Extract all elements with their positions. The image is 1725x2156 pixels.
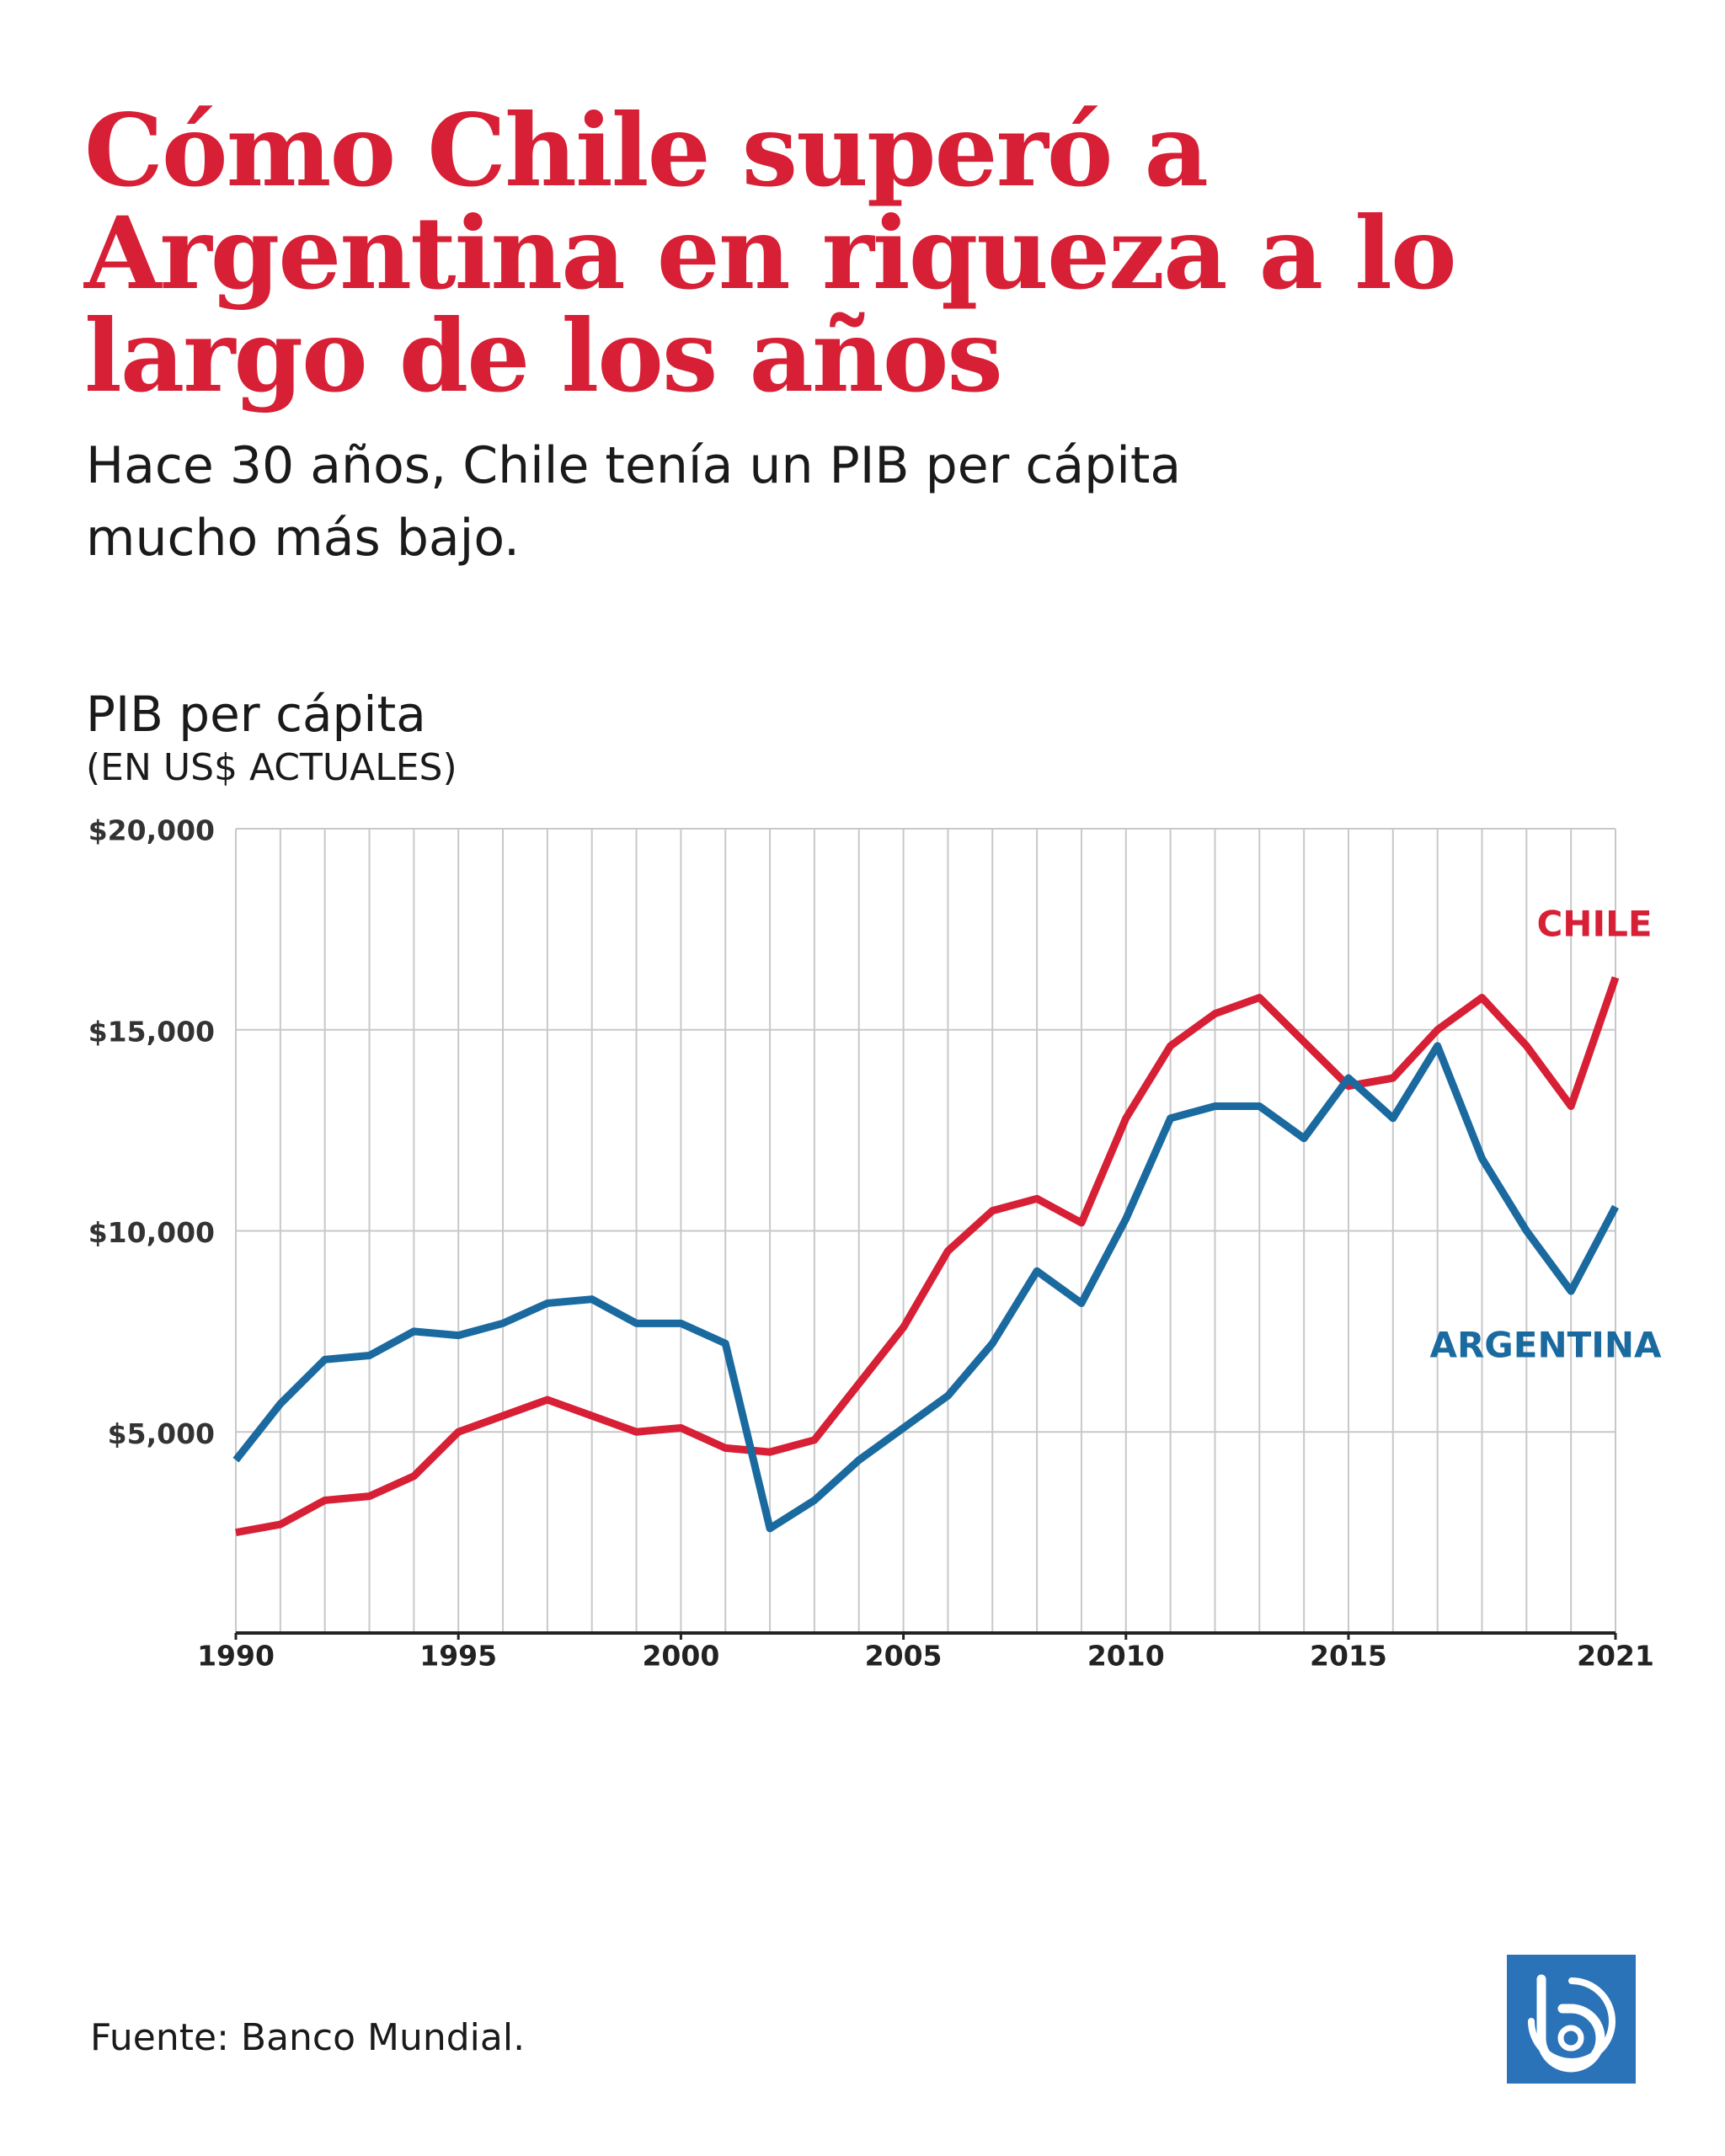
source-note: Fuente: Banco Mundial. <box>90 2016 525 2059</box>
logo-ring <box>1528 1977 1616 2065</box>
series-label: CHILE <box>1536 904 1652 945</box>
y-axis-title: PIB per cápita <box>86 686 426 743</box>
y-axis-subtitle: (EN US$ ACTUALES) <box>86 746 457 789</box>
x-tick-label: 1990 <box>197 1640 275 1673</box>
y-tick-label: $5,000 <box>108 1417 215 1450</box>
chart-subtitle: Hace 30 años, Chile tenía un PIB per cáp… <box>86 436 1182 568</box>
x-tick-label: 2021 <box>1577 1640 1654 1673</box>
logo <box>1507 1955 1636 2084</box>
series-label: ARGENTINA <box>1429 1325 1662 1366</box>
x-tick-label: 2010 <box>1087 1640 1165 1673</box>
x-tick-label: 1995 <box>419 1640 497 1673</box>
x-tick-label: 2000 <box>642 1640 719 1673</box>
x-tick-label: 2015 <box>1310 1640 1387 1673</box>
y-tick-label: $10,000 <box>88 1216 215 1249</box>
x-tick-label: 2005 <box>865 1640 943 1673</box>
chart-title: Cómo Chile superó a Argentina en riqueza… <box>84 92 1457 414</box>
y-tick-label: $20,000 <box>88 814 215 847</box>
line-series <box>235 976 1620 1537</box>
logo-dot <box>1557 2025 1584 2052</box>
line-series <box>232 1042 1619 1533</box>
y-tick-label: $15,000 <box>88 1015 215 1048</box>
